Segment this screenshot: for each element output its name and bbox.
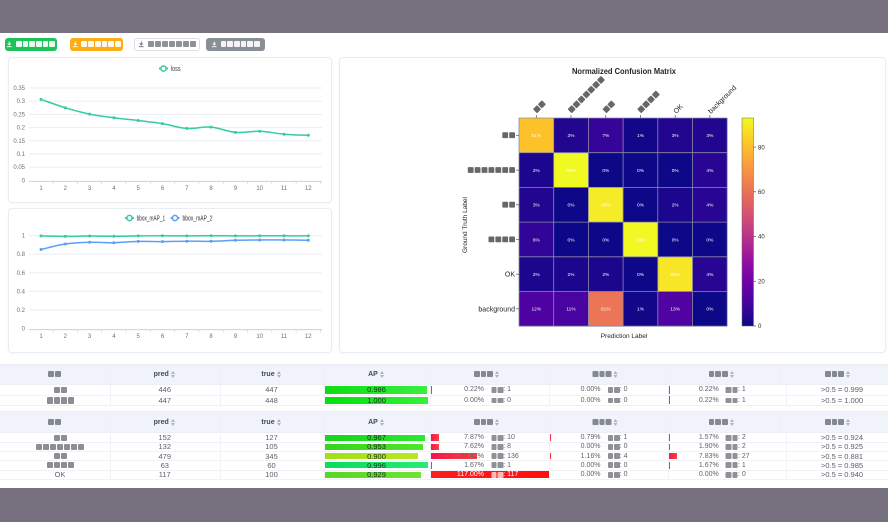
svg-text:8: 8 bbox=[209, 186, 213, 192]
svg-text:10: 10 bbox=[256, 186, 263, 192]
svg-text:0.8: 0.8 bbox=[17, 252, 26, 258]
svg-text:0.2: 0.2 bbox=[17, 126, 26, 132]
svg-text:12: 12 bbox=[305, 186, 312, 192]
svg-text:3%: 3% bbox=[533, 203, 541, 209]
svg-text:0%: 0% bbox=[602, 168, 610, 174]
svg-text:2%: 2% bbox=[672, 203, 680, 209]
svg-text:11: 11 bbox=[281, 334, 288, 340]
svg-text:81%: 81% bbox=[531, 133, 541, 139]
svg-text:0.05: 0.05 bbox=[13, 165, 25, 171]
svg-text:0%: 0% bbox=[568, 203, 576, 209]
svg-text:0%: 0% bbox=[637, 272, 645, 278]
svg-text:7: 7 bbox=[185, 186, 189, 192]
svg-text:background: background bbox=[707, 85, 738, 116]
svg-text:0%: 0% bbox=[602, 237, 610, 243]
svg-text:0%: 0% bbox=[568, 237, 576, 243]
svg-text:0.4: 0.4 bbox=[17, 289, 26, 295]
svg-text:0.15: 0.15 bbox=[13, 139, 25, 145]
svg-text:12: 12 bbox=[305, 334, 312, 340]
svg-text:1: 1 bbox=[39, 334, 43, 340]
svg-text:61%: 61% bbox=[601, 307, 611, 313]
svg-text:0: 0 bbox=[758, 324, 762, 330]
svg-text:11%: 11% bbox=[566, 307, 576, 313]
svg-text:93%: 93% bbox=[636, 237, 646, 243]
svg-text:60: 60 bbox=[758, 190, 765, 196]
svg-text:20: 20 bbox=[758, 280, 765, 286]
svg-text:6: 6 bbox=[161, 186, 165, 192]
svg-text:4: 4 bbox=[112, 334, 116, 340]
svg-text:7%: 7% bbox=[602, 133, 610, 139]
svg-text:4%: 4% bbox=[706, 203, 714, 209]
svg-text:0%: 0% bbox=[672, 237, 680, 243]
svg-text:5: 5 bbox=[137, 186, 141, 192]
svg-text:80: 80 bbox=[758, 145, 765, 151]
svg-text:0%: 0% bbox=[637, 168, 645, 174]
svg-text:0.3: 0.3 bbox=[17, 99, 26, 105]
svg-text:bbox_mAP_1: bbox_mAP_1 bbox=[137, 216, 166, 223]
svg-text:3%: 3% bbox=[568, 133, 576, 139]
svg-text:2: 2 bbox=[64, 186, 68, 192]
svg-text:0%: 0% bbox=[706, 307, 714, 313]
svg-text:Normalized Confusion Matrix: Normalized Confusion Matrix bbox=[572, 67, 677, 76]
svg-text:0: 0 bbox=[22, 327, 26, 333]
svg-text:1%: 1% bbox=[637, 133, 645, 139]
svg-text:4%: 4% bbox=[706, 272, 714, 278]
svg-text:9: 9 bbox=[234, 334, 238, 340]
svg-text:0%: 0% bbox=[672, 168, 680, 174]
svg-text:10: 10 bbox=[256, 334, 263, 340]
svg-text:4%: 4% bbox=[706, 168, 714, 174]
svg-text:13%: 13% bbox=[670, 307, 680, 313]
svg-text:9: 9 bbox=[234, 186, 238, 192]
svg-text:11: 11 bbox=[281, 186, 288, 192]
svg-text:0%: 0% bbox=[706, 237, 714, 243]
svg-text:3%: 3% bbox=[706, 133, 714, 139]
svg-text:5: 5 bbox=[137, 334, 141, 340]
svg-text:OK: OK bbox=[505, 272, 515, 279]
svg-text:0: 0 bbox=[22, 178, 26, 184]
svg-text:40: 40 bbox=[758, 235, 765, 241]
svg-text:0%: 0% bbox=[637, 203, 645, 209]
svg-text:2%: 2% bbox=[533, 272, 541, 278]
svg-text:bbox_mAP_2: bbox_mAP_2 bbox=[183, 216, 213, 223]
svg-text:2: 2 bbox=[64, 334, 68, 340]
svg-text:6%: 6% bbox=[533, 237, 541, 243]
svg-text:1: 1 bbox=[39, 186, 43, 192]
svg-text:12%: 12% bbox=[531, 307, 541, 313]
svg-text:6: 6 bbox=[161, 334, 165, 340]
svg-text:2%: 2% bbox=[533, 168, 541, 174]
svg-text:Ground Truth Label: Ground Truth Label bbox=[462, 196, 469, 253]
svg-text:90%: 90% bbox=[601, 203, 611, 209]
svg-text:0.2: 0.2 bbox=[17, 308, 26, 314]
svg-text:OK: OK bbox=[673, 103, 685, 115]
svg-text:2%: 2% bbox=[568, 272, 576, 278]
svg-text:0.6: 0.6 bbox=[17, 271, 26, 277]
svg-text:0.1: 0.1 bbox=[17, 152, 26, 158]
svg-text:3: 3 bbox=[88, 186, 92, 192]
svg-text:89%: 89% bbox=[670, 272, 680, 278]
svg-text:4: 4 bbox=[112, 186, 116, 192]
svg-text:loss: loss bbox=[171, 66, 181, 73]
svg-text:7: 7 bbox=[185, 334, 189, 340]
svg-text:3%: 3% bbox=[672, 133, 680, 139]
svg-text:background: background bbox=[478, 306, 515, 313]
svg-text:0.25: 0.25 bbox=[13, 112, 25, 118]
svg-text:1: 1 bbox=[22, 234, 26, 240]
svg-text:2%: 2% bbox=[602, 272, 610, 278]
svg-text:1%: 1% bbox=[637, 307, 645, 313]
svg-text:3: 3 bbox=[88, 334, 92, 340]
svg-text:93%: 93% bbox=[566, 168, 576, 174]
svg-text:8: 8 bbox=[209, 334, 213, 340]
svg-text:0.35: 0.35 bbox=[13, 86, 25, 92]
svg-text:Prediction Label: Prediction Label bbox=[601, 333, 648, 340]
